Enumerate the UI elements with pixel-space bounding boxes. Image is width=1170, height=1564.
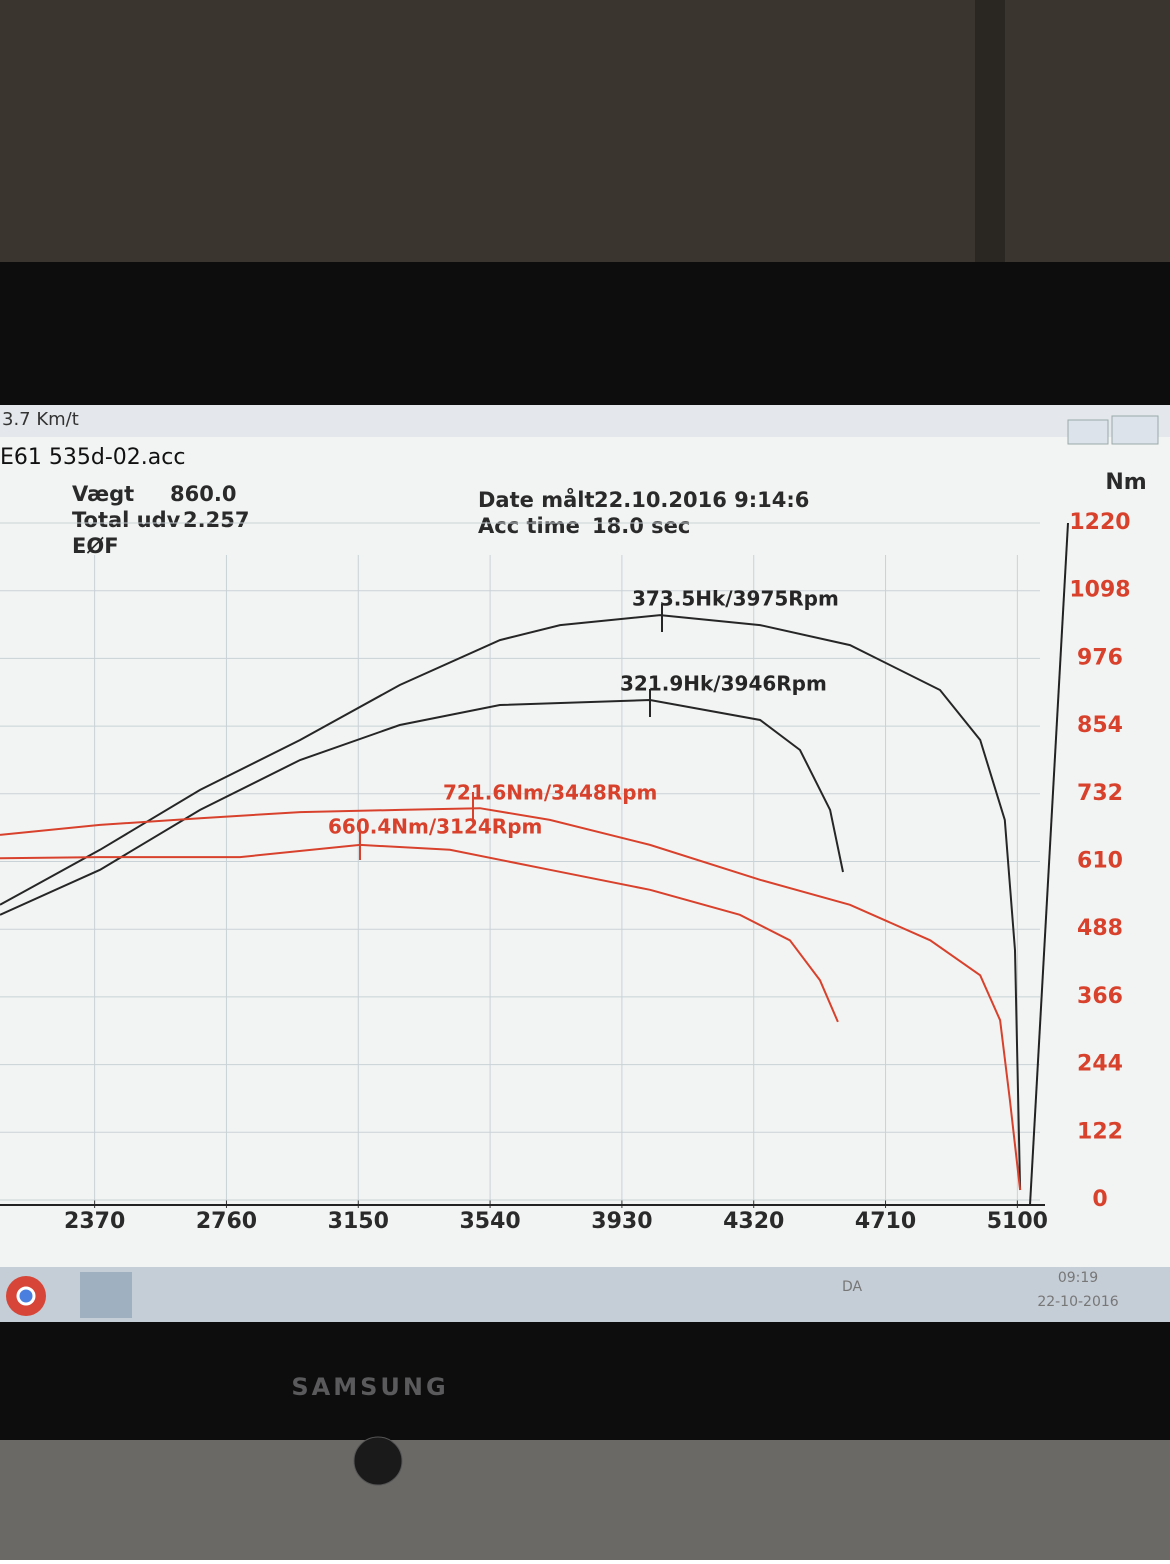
- screen: [0, 405, 1170, 1267]
- app-icon[interactable]: [80, 1272, 132, 1318]
- taskbar: [0, 1267, 1170, 1322]
- x-tick-label: 2370: [64, 1209, 125, 1234]
- power-button[interactable]: [353, 1436, 403, 1486]
- series-line: [0, 614, 1022, 1191]
- annotation: 321.9Hk/3946Rpm: [620, 672, 827, 696]
- ratio-label: Total udv: [72, 508, 181, 532]
- y-tick-label: 122: [1077, 1119, 1123, 1144]
- brand-logo: SAMSUNG: [291, 1373, 448, 1401]
- acc: 18.0 sec: [592, 514, 690, 538]
- y-axis: [1029, 522, 1069, 1206]
- clock-time: 09:19: [1058, 1270, 1098, 1286]
- file-name: E61 535d-02.acc: [0, 445, 185, 470]
- title-bar: [0, 405, 1170, 437]
- y-tick-label: 854: [1077, 713, 1123, 738]
- y-tick-label: 610: [1077, 849, 1123, 874]
- x-tick-label: 3930: [591, 1209, 652, 1234]
- x-tick-label: 4710: [855, 1209, 916, 1234]
- x-tick-label: 3150: [328, 1209, 389, 1234]
- chrome-icon-center: [16, 1286, 36, 1306]
- y-tick-label: 488: [1077, 916, 1123, 941]
- x-tick-label: 3540: [459, 1209, 520, 1234]
- language[interactable]: DA: [842, 1279, 863, 1295]
- date: 22.10.2016 9:14:6: [594, 488, 809, 512]
- y-tick-label: 1098: [1069, 578, 1130, 603]
- desk: [0, 1440, 1170, 1560]
- date-label: Date målt: [478, 487, 594, 512]
- y-tick-label: 732: [1077, 781, 1123, 806]
- x-tick-label: 2760: [196, 1209, 257, 1234]
- annotation: 373.5Hk/3975Rpm: [632, 587, 839, 611]
- y-tick-label: 976: [1077, 645, 1123, 670]
- wall-frame: [975, 0, 1005, 270]
- window-speed: 3.7 Km/t: [2, 409, 79, 430]
- y-tick-label: 244: [1077, 1052, 1123, 1077]
- y-axis-label: Nm: [1105, 470, 1146, 495]
- acc-label: Acc time: [478, 514, 580, 538]
- clock-date: 22-10-2016: [1037, 1294, 1118, 1310]
- x-tick-label: 4320: [723, 1209, 784, 1234]
- y-tick-label: 1220: [1069, 510, 1130, 535]
- weight: 860.0: [170, 482, 236, 506]
- series-line: [0, 807, 1022, 1191]
- restore-button[interactable]: [1111, 415, 1159, 445]
- y-tick-label: 366: [1077, 984, 1123, 1009]
- weight-label: Vægt: [72, 482, 134, 506]
- minimize-button[interactable]: [1067, 419, 1109, 445]
- series-line: [0, 698, 844, 916]
- y-tick-label: 0: [1092, 1187, 1107, 1212]
- x-tick-label: 5100: [987, 1209, 1048, 1234]
- annotation: 660.4Nm/3124Rpm: [328, 815, 542, 839]
- annotation: 721.6Nm/3448Rpm: [443, 781, 657, 805]
- series-line: [0, 843, 839, 1023]
- mode: EØF: [72, 534, 119, 558]
- ratio: 2.257: [183, 508, 249, 532]
